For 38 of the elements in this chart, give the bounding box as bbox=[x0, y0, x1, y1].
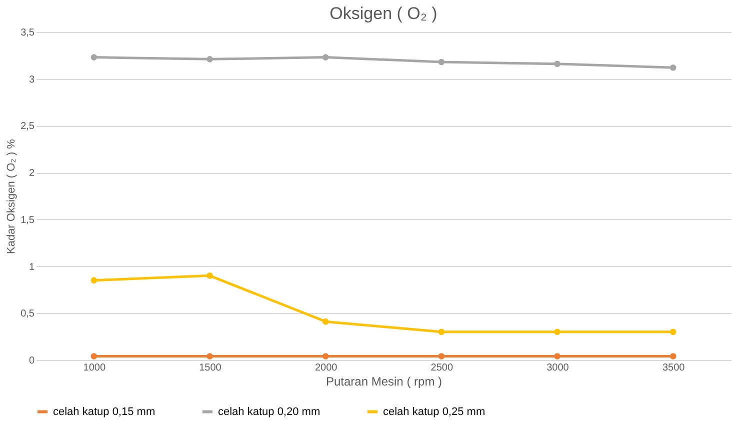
point bbox=[322, 54, 329, 60]
x-tick-label: 2000 bbox=[314, 362, 338, 374]
chart-title: Oksigen ( O₂ ) bbox=[330, 4, 438, 23]
y-axis-title: Kadar Oksigen ( O₂ ) % bbox=[6, 138, 18, 254]
y-tick-label: 2,5 bbox=[20, 121, 35, 132]
point bbox=[438, 328, 445, 336]
point bbox=[670, 328, 676, 336]
x-tick-label: 2500 bbox=[430, 362, 454, 374]
point bbox=[554, 328, 560, 336]
point bbox=[670, 353, 676, 360]
point bbox=[322, 353, 329, 360]
legend-label: celah katup 0,25 mm bbox=[383, 406, 486, 418]
point bbox=[554, 60, 560, 68]
point bbox=[438, 353, 445, 360]
y-tick-label: 3,5 bbox=[20, 28, 35, 38]
legend-label: celah katup 0,20 mm bbox=[218, 406, 320, 418]
point bbox=[206, 353, 213, 360]
x-tick-label: 1500 bbox=[199, 362, 222, 374]
legend-label: celah katup 0,15 mm bbox=[53, 406, 156, 418]
y-tick-label: 2 bbox=[28, 168, 35, 180]
point bbox=[90, 353, 98, 360]
y-tick-label: 3 bbox=[28, 74, 35, 86]
x-tick-label: 3500 bbox=[662, 362, 686, 374]
x-tick-label: 1000 bbox=[83, 362, 106, 374]
point bbox=[206, 272, 213, 279]
x-tick-label: 3000 bbox=[546, 362, 570, 374]
point bbox=[206, 56, 213, 62]
point bbox=[322, 318, 329, 325]
point bbox=[438, 58, 445, 66]
y-tick-label: 1,5 bbox=[20, 214, 35, 226]
point bbox=[90, 277, 98, 284]
y-tick-label: 0 bbox=[28, 356, 35, 366]
x-axis-title: Putaran Mesin ( rpm ) bbox=[326, 374, 442, 388]
y-tick-label: 1 bbox=[28, 262, 35, 273]
point bbox=[90, 54, 98, 60]
y-tick-label: 0,5 bbox=[20, 308, 35, 320]
point bbox=[554, 353, 560, 360]
point bbox=[670, 64, 676, 71]
